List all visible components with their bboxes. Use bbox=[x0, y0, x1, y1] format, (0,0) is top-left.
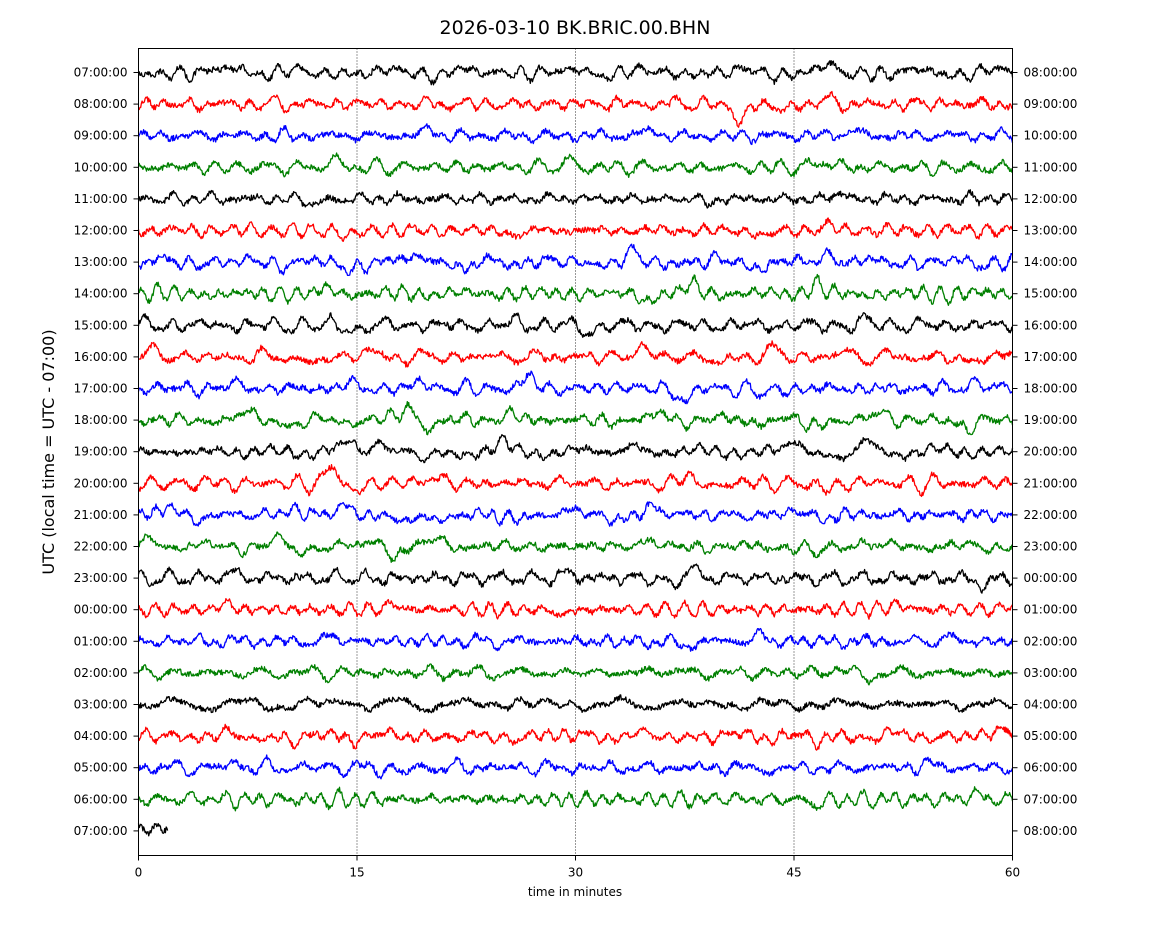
y-tick-label-right: 14:00:00 bbox=[1024, 255, 1078, 269]
trace-line bbox=[138, 754, 1014, 780]
y-tick-label-left: 03:00:00 bbox=[74, 698, 128, 712]
y-tick-label-left: 02:00:00 bbox=[74, 666, 128, 680]
x-tick-label: 60 bbox=[1005, 866, 1020, 880]
trace-line bbox=[137, 463, 1013, 498]
y-tick-label-right: 17:00:00 bbox=[1024, 350, 1078, 364]
chart-title: 2026-03-10 BK.BRIC.00.BHN bbox=[440, 17, 711, 39]
y-tick-label-left: 13:00:00 bbox=[74, 255, 128, 269]
trace-line bbox=[137, 822, 169, 837]
trace-line bbox=[138, 434, 1014, 464]
seismic-traces bbox=[137, 59, 1014, 837]
y-tick-label-right: 19:00:00 bbox=[1024, 413, 1078, 427]
left-axis: 07:00:00 08:00:00 09:00:00 10:00:00 11:00:00… bbox=[74, 66, 139, 838]
x-axis-label: time in minutes bbox=[528, 885, 622, 899]
y-tick-label-right: 02:00:00 bbox=[1024, 634, 1078, 648]
y-tick-label-left: 14:00:00 bbox=[74, 287, 128, 301]
y-tick-label-right: 04:00:00 bbox=[1024, 698, 1078, 712]
y-tick-label-left: 00:00:00 bbox=[74, 603, 128, 617]
trace-line bbox=[137, 273, 1014, 306]
right-axis: 08:00:00 09:00:00 10:00:00 11:00:00 12:00:00… bbox=[1012, 66, 1078, 838]
trace-line bbox=[137, 370, 1014, 405]
trace-line bbox=[137, 123, 1014, 146]
trace-line bbox=[137, 312, 1014, 338]
y-tick-label-left: 22:00:00 bbox=[74, 540, 128, 554]
trace-line bbox=[137, 152, 1014, 179]
y-tick-label-left: 19:00:00 bbox=[74, 445, 128, 459]
y-tick-label-left: 10:00:00 bbox=[74, 160, 128, 174]
y-tick-label-right: 11:00:00 bbox=[1024, 160, 1078, 174]
y-tick-label-left: 07:00:00 bbox=[74, 66, 128, 80]
y-tick-label-right: 15:00:00 bbox=[1024, 287, 1078, 301]
y-tick-label-right: 06:00:00 bbox=[1024, 761, 1078, 775]
trace-line bbox=[138, 59, 1014, 86]
y-tick-label-right: 08:00:00 bbox=[1024, 824, 1078, 838]
y-tick-label-right: 08:00:00 bbox=[1024, 66, 1078, 80]
y-tick-label-left: 20:00:00 bbox=[74, 476, 128, 490]
y-tick-label-left: 09:00:00 bbox=[74, 129, 128, 143]
y-tick-label-right: 03:00:00 bbox=[1024, 666, 1078, 680]
x-axis: 0 15 30 45 60 bbox=[135, 855, 1020, 880]
y-tick-label-right: 21:00:00 bbox=[1024, 476, 1078, 490]
trace-line bbox=[137, 217, 1014, 242]
trace-line bbox=[137, 563, 1014, 594]
y-tick-label-right: 05:00:00 bbox=[1024, 729, 1078, 743]
y-tick-label-right: 00:00:00 bbox=[1024, 571, 1078, 585]
trace-line bbox=[137, 694, 1013, 714]
trace-line bbox=[137, 597, 1014, 620]
y-tick-label-left: 12:00:00 bbox=[74, 224, 128, 238]
trace-line bbox=[137, 663, 1014, 686]
y-tick-label-right: 16:00:00 bbox=[1024, 318, 1078, 332]
y-tick-label-left: 07:00:00 bbox=[74, 824, 128, 838]
plot-frame bbox=[138, 48, 1013, 856]
trace-line bbox=[138, 340, 1013, 368]
y-tick-label-left: 11:00:00 bbox=[74, 192, 128, 206]
y-tick-label-left: 05:00:00 bbox=[74, 761, 128, 775]
y-tick-label-left: 15:00:00 bbox=[74, 318, 128, 332]
y-tick-label-left: 18:00:00 bbox=[74, 413, 128, 427]
x-tick-label: 45 bbox=[786, 866, 801, 880]
y-tick-label-right: 07:00:00 bbox=[1024, 792, 1078, 806]
y-tick-label-left: 16:00:00 bbox=[74, 350, 128, 364]
trace-line bbox=[137, 531, 1013, 563]
trace-line bbox=[137, 723, 1014, 751]
y-axis-label: UTC (local time = UTC - 07:00) bbox=[39, 329, 58, 574]
x-tick-label: 30 bbox=[568, 866, 583, 880]
trace-line bbox=[138, 400, 1014, 436]
y-tick-label-right: 01:00:00 bbox=[1024, 603, 1078, 617]
gridlines bbox=[356, 48, 795, 856]
x-tick-label: 0 bbox=[135, 866, 143, 880]
y-tick-label-right: 18:00:00 bbox=[1024, 382, 1078, 396]
y-tick-label-right: 12:00:00 bbox=[1024, 192, 1078, 206]
y-tick-label-left: 08:00:00 bbox=[74, 97, 128, 111]
trace-line bbox=[137, 786, 1014, 812]
x-tick-label: 15 bbox=[349, 866, 364, 880]
trace-line bbox=[137, 501, 1013, 527]
y-tick-label-right: 22:00:00 bbox=[1024, 508, 1078, 522]
y-tick-label-left: 21:00:00 bbox=[74, 508, 128, 522]
y-tick-label-left: 04:00:00 bbox=[74, 729, 128, 743]
y-tick-label-right: 23:00:00 bbox=[1024, 540, 1078, 554]
trace-line bbox=[138, 243, 1014, 277]
y-tick-label-left: 23:00:00 bbox=[74, 571, 128, 585]
y-tick-label-left: 06:00:00 bbox=[74, 792, 128, 806]
y-tick-label-left: 17:00:00 bbox=[74, 382, 128, 396]
y-tick-label-left: 01:00:00 bbox=[74, 634, 128, 648]
y-tick-label-right: 20:00:00 bbox=[1024, 445, 1078, 459]
y-tick-label-right: 09:00:00 bbox=[1024, 97, 1078, 111]
trace-line bbox=[138, 90, 1014, 128]
trace-line bbox=[137, 189, 1014, 209]
y-tick-label-right: 10:00:00 bbox=[1024, 129, 1078, 143]
y-tick-label-right: 13:00:00 bbox=[1024, 224, 1078, 238]
trace-line bbox=[137, 627, 1014, 652]
